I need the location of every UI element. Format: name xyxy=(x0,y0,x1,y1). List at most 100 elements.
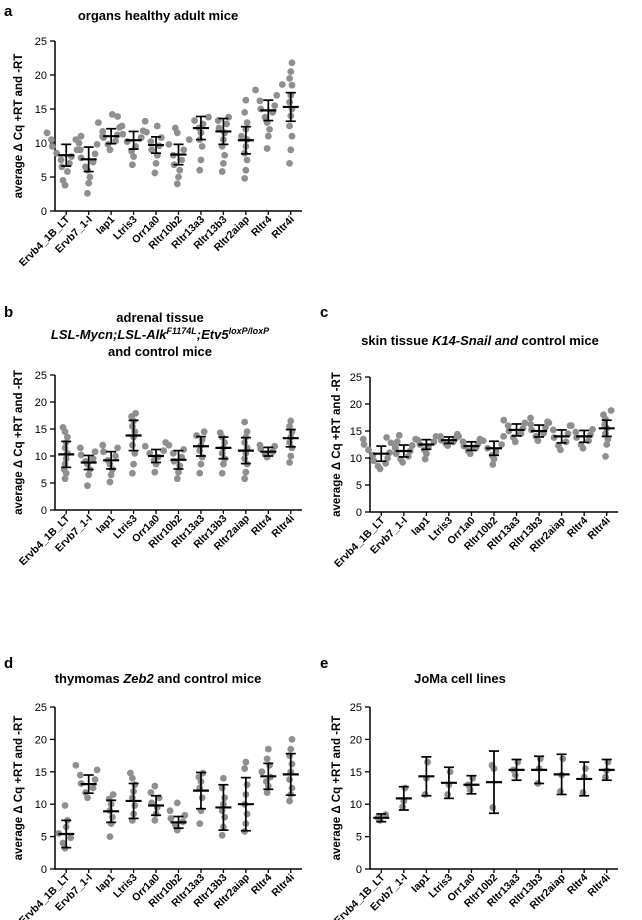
data-point xyxy=(395,431,403,439)
y-tick-label: 5 xyxy=(41,478,47,490)
data-point xyxy=(91,448,99,456)
data-point xyxy=(61,802,69,809)
data-point xyxy=(106,833,114,840)
data-point xyxy=(221,813,229,821)
data-point xyxy=(119,130,127,138)
data-point xyxy=(76,444,84,452)
panel-e-letter: e xyxy=(320,655,328,672)
data-point xyxy=(85,179,93,187)
title-segment: ;Etv5 xyxy=(197,327,230,342)
data-point xyxy=(173,180,181,188)
data-point xyxy=(243,119,251,126)
data-point xyxy=(48,136,55,144)
data-point xyxy=(131,449,139,457)
data-point xyxy=(76,146,84,154)
data-point xyxy=(66,160,73,167)
data-point xyxy=(171,124,179,132)
data-point xyxy=(383,434,391,441)
y-tick-label: 0 xyxy=(41,864,47,876)
title-segment: organs healthy adult mice xyxy=(78,8,238,23)
data-point xyxy=(374,462,382,470)
data-point xyxy=(238,132,245,140)
panel-e-y-axis-title: average Δ Cq +RT and -RT xyxy=(331,716,343,861)
panel-d-letter: d xyxy=(4,655,13,672)
data-point xyxy=(243,428,251,436)
panel-a-y-axis-title: average Δ Cq +RT and -RT xyxy=(13,54,25,199)
y-tick-label: 20 xyxy=(35,734,47,746)
title-segment: loxP/loxP xyxy=(229,326,271,336)
data-point xyxy=(271,102,279,109)
data-point xyxy=(218,831,226,839)
data-point xyxy=(143,128,150,136)
panel-b-letter-group: b xyxy=(4,304,13,321)
data-point xyxy=(64,168,71,175)
data-point xyxy=(459,438,467,446)
y-tick-label: 15 xyxy=(350,767,362,779)
data-point xyxy=(114,444,121,452)
data-point xyxy=(76,771,84,779)
panel-d-y-axis-title: average Δ Cq +RT and -RT xyxy=(13,716,25,861)
data-point xyxy=(126,769,134,777)
data-point xyxy=(288,81,296,89)
data-point xyxy=(412,435,419,443)
data-point xyxy=(84,189,91,197)
data-point xyxy=(288,132,296,140)
data-point xyxy=(220,160,227,167)
data-point xyxy=(109,791,117,798)
data-point xyxy=(176,166,184,174)
data-point xyxy=(196,166,204,174)
data-point xyxy=(273,92,281,99)
data-point xyxy=(241,109,249,116)
data-point xyxy=(77,132,85,140)
data-point xyxy=(72,761,80,769)
y-tick-label: 25 xyxy=(35,36,47,48)
data-point xyxy=(455,433,463,440)
data-point xyxy=(198,436,206,444)
data-point xyxy=(185,136,193,144)
x-category-label: Rltr4i xyxy=(585,515,613,543)
data-point xyxy=(421,455,429,463)
data-point xyxy=(180,146,188,154)
panel-c-title-line: skin tissue K14-Snail and control mice xyxy=(361,333,599,348)
data-point xyxy=(241,475,249,483)
data-point xyxy=(106,478,114,486)
data-point xyxy=(91,776,99,783)
panel-b-title-line: LSL-Mycn;LSL-AlkF1174L;Etv5loxP/loxP xyxy=(51,326,270,342)
panel-e-letter-group: e xyxy=(320,655,328,672)
title-segment: thymomas xyxy=(55,671,124,686)
data-point xyxy=(198,453,206,461)
data-point xyxy=(175,468,182,476)
data-point xyxy=(99,128,107,135)
data-point xyxy=(169,449,177,457)
data-point xyxy=(243,810,251,818)
data-point xyxy=(151,169,159,177)
panel-c-letter: c xyxy=(320,304,328,321)
panel-c: skin tissue K14-Snail and control mice av… xyxy=(331,333,618,570)
data-point xyxy=(196,469,204,477)
data-point xyxy=(108,111,116,118)
y-tick-label: 20 xyxy=(35,70,47,82)
data-point xyxy=(241,765,249,772)
data-point xyxy=(242,468,250,476)
data-point xyxy=(173,475,181,483)
data-point xyxy=(94,119,102,126)
data-point xyxy=(157,134,165,141)
data-point xyxy=(100,448,107,456)
data-point xyxy=(151,782,159,790)
data-point xyxy=(59,839,67,847)
panel-a: organs healthy adult mice average Δ Cq +R… xyxy=(13,8,302,269)
data-point xyxy=(401,784,409,792)
data-point xyxy=(175,173,182,181)
y-tick-label: 5 xyxy=(41,172,47,184)
y-tick-label: 25 xyxy=(35,702,47,714)
panel-d-title-line: thymomas Zeb2 and control mice xyxy=(55,671,262,686)
panel-b: adrenal tissueLSL-Mycn;LSL-AlkF1174L;Etv… xyxy=(13,310,302,568)
data-point xyxy=(151,468,159,476)
data-point xyxy=(216,429,224,437)
data-point xyxy=(256,97,264,105)
data-point xyxy=(607,407,615,414)
title-segment: JoMa cell lines xyxy=(414,671,506,686)
data-point xyxy=(147,138,155,146)
data-point xyxy=(261,113,269,121)
data-point xyxy=(266,125,273,133)
